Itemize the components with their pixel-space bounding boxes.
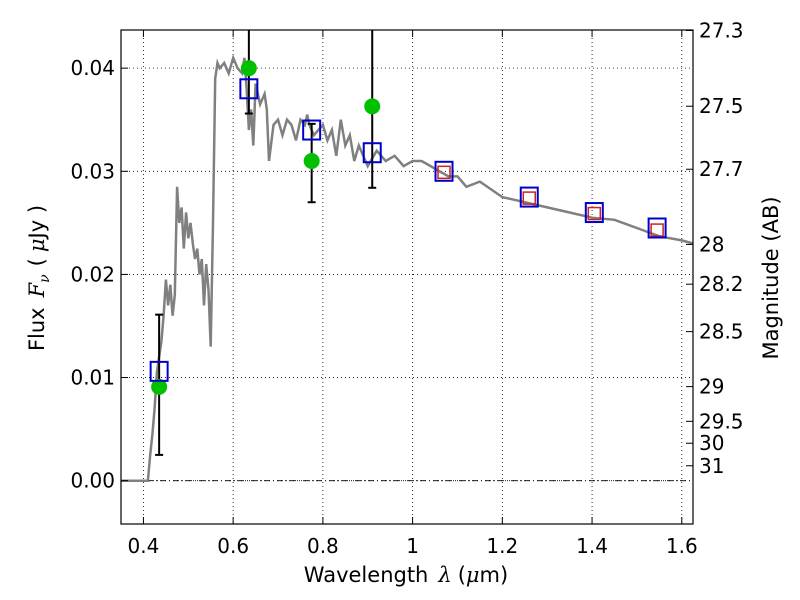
y-axis-title: FluxFν(μJy ) [25, 205, 53, 351]
magnitude-tick-label: 27.3 [699, 18, 744, 42]
y-axis-ticks: 0.00 0.01 0.02 0.03 0.04 [70, 56, 128, 493]
plot-frame [120, 29, 694, 525]
magnitude-axis-title: Magnitude (AB) [759, 196, 783, 359]
model-photometry-red-square [522, 191, 537, 205]
observed-point [151, 378, 168, 395]
x-tick-label: 0.4 [128, 534, 160, 558]
model-photometry-red-square [437, 165, 451, 180]
model-photometry-squares [149, 78, 667, 382]
magnitude-tick-label: 27.7 [699, 157, 744, 181]
magnitude-tick-label: 28.5 [699, 320, 744, 344]
observed-point [240, 60, 257, 77]
x-tick-label: 0.6 [217, 534, 249, 558]
magnitude-tick-label: 28.2 [699, 272, 744, 296]
observed-point [364, 98, 381, 115]
model-photometry-blue-square [647, 217, 667, 239]
y-tick-label: 0.04 [70, 56, 115, 80]
magnitude-tick-label: 29.5 [699, 409, 744, 433]
y-tick-label: 0.00 [70, 469, 115, 493]
x-axis-title: Wavelength λ (μm) [304, 563, 508, 587]
x-tick-label: 1.6 [666, 534, 698, 558]
observed-points [151, 60, 381, 395]
model-photometry-blue-square [239, 78, 259, 100]
y-tick-label: 0.01 [70, 366, 115, 390]
x-tick-label: 1.4 [576, 534, 608, 558]
model-photometry-blue-square [434, 160, 454, 182]
model-spectrum-line [121, 54, 694, 482]
model-photometry-blue-square [302, 119, 322, 141]
x-tick-label: 1.2 [486, 534, 518, 558]
magnitude-tick-label: 29 [699, 375, 724, 399]
model-photometry-blue-square [362, 142, 382, 164]
x-tick-label: 0.8 [307, 534, 339, 558]
model-photometry-blue-square [584, 202, 604, 224]
magnitude-tick-label: 27.5 [699, 94, 744, 118]
model-photometry-blue-square [519, 186, 539, 208]
magnitude-tick-label: 28 [699, 232, 724, 256]
x-tick-label: 1 [406, 534, 419, 558]
x-axis-ticks: 0.4 0.6 0.8 1 1.2 1.4 1.6 [128, 30, 698, 558]
model-photometry-red-square [587, 206, 602, 221]
y-tick-label: 0.02 [70, 262, 115, 286]
model-photometry-red-square [650, 223, 664, 237]
magnitude-tick-label: 31 [699, 454, 724, 478]
observed-point [303, 152, 320, 169]
grid-lines [121, 30, 693, 524]
magnitude-tick-label: 30 [699, 431, 724, 455]
model-photometry-blue-square [149, 360, 169, 382]
y-tick-label: 0.03 [70, 159, 115, 183]
